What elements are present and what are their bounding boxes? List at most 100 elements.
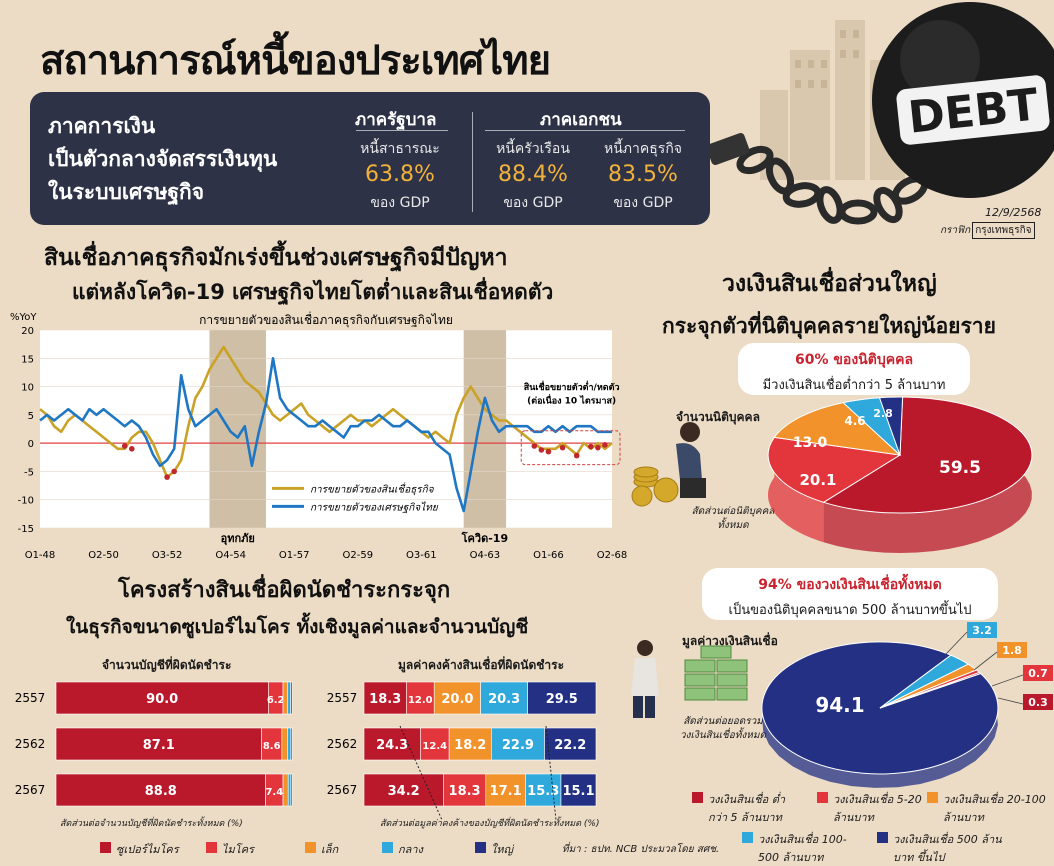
negative-point xyxy=(595,444,601,451)
bar-segment xyxy=(55,773,266,807)
bar-segment xyxy=(525,773,562,807)
shaded-period-label: อุทกภัย xyxy=(221,532,255,546)
bar-segment xyxy=(290,681,293,715)
bar-segment xyxy=(363,681,407,715)
bar-value-label: 18.3 xyxy=(369,692,401,707)
bar-value-label: 20.3 xyxy=(488,692,520,707)
pie-label: 13.0 xyxy=(793,435,828,451)
pie-legend: วงเงินสินเชื่อ ต่ำกว่า 5 ล้านบาท วงเงินส… xyxy=(692,790,1052,864)
bar-legend-item: ซูเปอร์ไมโคร xyxy=(100,840,179,858)
series-line xyxy=(39,357,612,513)
annotation-text: สินเชื่อขยายตัวต่ำ/หดตัว xyxy=(523,380,619,393)
pie2-callout-line1: 94% ของวงเงินสินเชื่อทั้งหมด xyxy=(758,577,942,593)
x-tick-label: Q3-52 xyxy=(152,550,183,558)
negative-point xyxy=(559,444,566,451)
bar-segment xyxy=(287,681,291,715)
x-tick-label: Q1-66 xyxy=(533,550,564,558)
pie-label-box xyxy=(1023,665,1053,681)
pie2-callout-line2: เป็นของนิติบุคคลขนาด 500 ล้านบาทขึ้นไป xyxy=(728,603,972,618)
debt-ball-illustration: DEBT xyxy=(706,2,1054,225)
pie-slice xyxy=(822,396,1033,514)
shaded-period-label: โควิด-19 xyxy=(461,531,508,545)
x-tick-label: Q3-61 xyxy=(406,550,437,558)
default-loan-bar-charts: 2557 90.0 6.2 2562 87.1 8.6 2567 88.8 7.4 2557 18.… xyxy=(15,681,597,821)
y-tick-label: 20 xyxy=(21,326,34,337)
pie1-callout: 60% ของนิติบุคคล มีวงเงินสินเชื่อต่ำกว่า… xyxy=(738,343,970,395)
bar-value-label: 7.4 xyxy=(265,787,283,798)
bar-segment xyxy=(55,681,269,715)
bar-value-label: 20.0 xyxy=(441,692,473,707)
pie-label: 0.7 xyxy=(1028,667,1048,680)
x-tick-label: Q4-63 xyxy=(470,550,501,558)
bar-segment xyxy=(544,727,597,761)
pie-label-box xyxy=(967,622,997,638)
bar-segment xyxy=(55,727,262,761)
shaded-period xyxy=(209,330,266,528)
annotation-box xyxy=(520,430,621,466)
bar-segment xyxy=(406,681,435,715)
bar-value-label: 34.2 xyxy=(388,784,420,799)
bar-category-label: 2567 xyxy=(15,783,46,797)
chain xyxy=(736,145,929,225)
bar-value-label: 22.2 xyxy=(554,738,586,753)
x-tick-label: Q2-50 xyxy=(88,550,119,558)
y-tick-label: 10 xyxy=(21,383,34,394)
bar-value-label: 22.9 xyxy=(502,738,534,753)
negative-point xyxy=(129,446,135,452)
pie-slice xyxy=(879,671,982,709)
section2-heading1: วงเงินสินเชื่อส่วนใหญ่ xyxy=(722,271,937,297)
bar1-title: จำนวนบัญชีที่ผิดนัดชำระ xyxy=(102,658,232,672)
pie-label: 0.3 xyxy=(1028,696,1048,709)
x-tick-label: Q1-48 xyxy=(25,550,56,558)
bar-value-label: 87.1 xyxy=(143,738,175,753)
x-tick-label: Q1-57 xyxy=(279,550,310,558)
y-tick-label: -10 xyxy=(18,496,34,507)
bar-value-label: 18.3 xyxy=(449,784,481,799)
pie-label: 59.5 xyxy=(939,458,981,478)
bar-segment xyxy=(287,773,292,807)
bar1-note: สัดส่วนต่อจำนวนบัญชีที่ผิดนัดชำระทั้งหมด… xyxy=(60,819,243,829)
bar-category-label: 2567 xyxy=(327,783,358,797)
bar-legend-item: ไมโคร xyxy=(206,840,254,858)
bar2-note: สัดส่วนต่อมูลค่าคงค้างของบัญชีที่ผิดนัดช… xyxy=(380,819,600,829)
pie1-title: จำนวนนิติบุคคล xyxy=(676,410,760,424)
source: ที่มา : ธปท. NCB ประมวลโดย สศช. xyxy=(562,844,720,855)
bar-legend-item: ใหญ่ xyxy=(475,840,513,858)
bar-category-label: 2562 xyxy=(327,737,358,751)
trend-arrow xyxy=(399,725,443,821)
bar-category-label: 2562 xyxy=(15,737,46,751)
x-tick-label: Q2-68 xyxy=(597,550,628,558)
pie-label: 4.6 xyxy=(844,414,865,428)
page-title: สถานการณ์หนี้ของประเทศไทย xyxy=(40,38,551,84)
pie-leader xyxy=(945,631,968,655)
pie-legend-item: วงเงินสินเชื่อ 5-20 ล้านบาท xyxy=(817,790,927,826)
negative-point xyxy=(171,468,177,475)
shaded-period xyxy=(463,330,507,528)
bar-segment xyxy=(491,727,545,761)
bar-value-label: 29.5 xyxy=(546,692,578,707)
x-tick-label: Q2-59 xyxy=(342,550,373,558)
bar-value-label: 88.8 xyxy=(145,784,177,799)
bar-segment xyxy=(527,681,597,715)
bar-segment xyxy=(290,773,293,807)
pie-label: 2.8 xyxy=(873,407,893,420)
bar-segment xyxy=(363,727,421,761)
pie-label: 20.1 xyxy=(799,471,836,489)
credit: กราฟิก กรุงเทพธุรกิจ xyxy=(940,222,1035,239)
bar-segment xyxy=(480,681,528,715)
section3-heading2: ในธุรกิจขนาดซูเปอร์ไมโคร ทั้งเชิงมูลค่าแ… xyxy=(66,616,529,638)
entity-count-pie: 59.5 20.1 13.0 4.6 2.8 xyxy=(767,396,1033,553)
pie-leader xyxy=(973,651,998,671)
negative-point xyxy=(531,443,538,449)
legend-label: การขยายตัวของเศรษฐกิจไทย xyxy=(310,501,439,513)
y-tick-label: 0 xyxy=(28,439,34,450)
y-tick-label: -5 xyxy=(24,467,34,478)
negative-point xyxy=(545,448,552,455)
bar-value-label: 90.0 xyxy=(146,692,178,707)
y-tick-label: 5 xyxy=(28,411,34,422)
bar-segment xyxy=(290,727,293,761)
pie1-callout-line2: มีวงเงินสินเชื่อต่ำกว่า 5 ล้านบาท xyxy=(762,378,946,393)
pie-leader xyxy=(991,674,1024,687)
pie-leader xyxy=(997,697,1024,705)
pie-label: 1.8 xyxy=(1002,644,1022,657)
